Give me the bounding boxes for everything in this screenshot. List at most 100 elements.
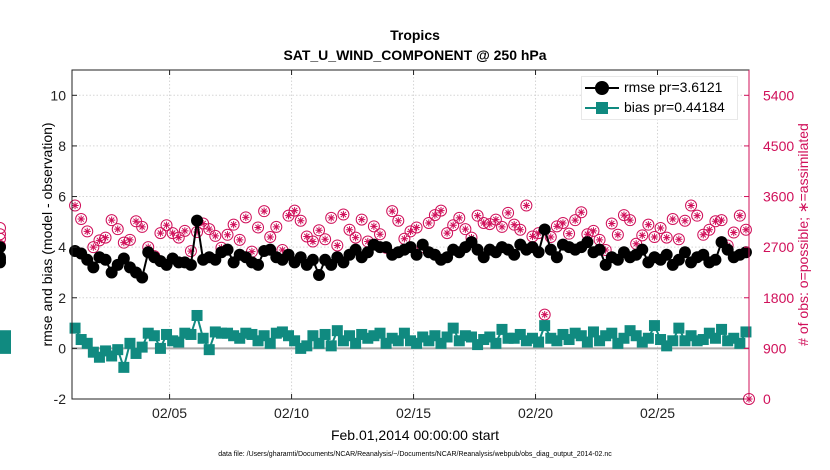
bias-point-16 (167, 335, 179, 347)
obs-possible-circle-7 (111, 223, 124, 236)
obs-assimilated-star-83 (577, 208, 585, 216)
bias-point-47 (356, 328, 368, 340)
obs-marker-53 (392, 214, 405, 227)
bias-point-83 (575, 330, 587, 342)
obs-assimilated-star-54 (400, 235, 409, 243)
y-left-tick-label-3: 4 (58, 239, 66, 255)
bias-point-84 (581, 336, 593, 348)
obs-marker-73 (514, 223, 527, 236)
obs-possible-circle-93 (636, 229, 649, 242)
obs-marker-59 (428, 209, 441, 222)
obs-assimilated-star-95 (650, 233, 659, 241)
obs-assimilated-star-9 (126, 236, 134, 244)
obs-assimilated-star-71 (504, 209, 512, 217)
obs-marker-109 (733, 209, 746, 222)
obs-possible-circle-36 (288, 204, 301, 217)
obs-marker-94 (642, 218, 655, 231)
obs-marker-104 (703, 223, 716, 236)
bias-point-0 (69, 322, 81, 334)
obs-possible-circle-70 (495, 220, 508, 233)
obs-assimilated-star-106 (717, 216, 726, 224)
rmse-point-77 (538, 223, 551, 236)
bias-point-68 (484, 331, 496, 343)
obs-possible-circle-23 (209, 229, 222, 242)
obs-assimilated-star-7 (114, 225, 122, 233)
rmse-point-76 (532, 246, 545, 259)
obs-possible-circle-50 (374, 228, 387, 241)
obs-assimilated-star-100 (681, 217, 689, 225)
bias-point-1 (75, 334, 87, 346)
obs-marker-46 (349, 231, 362, 244)
bias-point-101 (685, 330, 697, 342)
bias-point-98 (667, 335, 679, 347)
obs-assimilated-star-108 (730, 228, 738, 237)
bias-point-66 (472, 339, 484, 351)
obs-possible-circle-2 (81, 225, 94, 238)
obs-possible-circle-114 (0, 222, 6, 235)
obs-possible-circle-19 (184, 245, 197, 258)
bias-point-71 (502, 332, 514, 344)
obs-assimilated-star-90 (620, 211, 628, 219)
obs-possible-circle-47 (355, 213, 368, 226)
obs-assimilated-star-2 (83, 227, 91, 236)
bias-point-33 (270, 327, 282, 339)
bias-point-57 (417, 331, 429, 343)
y-right-tick-label-2: 1800 (763, 290, 794, 306)
bias-point-59 (429, 330, 441, 342)
obs-possible-circle-100 (678, 214, 691, 227)
obs-possible-circle-53 (392, 214, 405, 227)
obs-assimilated-star-80 (559, 219, 567, 227)
obs-possible-circle-44 (337, 208, 350, 221)
obs-possible-circle-5 (99, 231, 112, 244)
obs-possible-circle-41 (319, 233, 332, 246)
obs-assimilated-star-19 (187, 247, 195, 255)
obs-assimilated-star-26 (230, 221, 238, 229)
obs-assimilated-star-73 (516, 226, 524, 234)
bias-point-106 (716, 323, 728, 335)
legend-label-rmse: rmse pr=3.6121 (624, 79, 723, 95)
obs-assimilated-star-8 (120, 239, 128, 247)
bias-point-26 (228, 330, 240, 342)
bias-point-82 (569, 327, 581, 339)
obs-assimilated-star-31 (260, 207, 268, 215)
rmse-point-25 (221, 243, 234, 256)
bias-point-109 (734, 337, 746, 349)
obs-assimilated-star-93 (638, 231, 646, 239)
bias-point-52 (386, 332, 398, 344)
obs-marker-111 (0, 229, 6, 241)
obs-marker-16 (166, 227, 179, 240)
bias-point-63 (453, 335, 465, 347)
bias-point-6 (106, 350, 118, 362)
obs-possible-circle-104 (703, 223, 716, 236)
obs-possible-circle-31 (258, 205, 271, 218)
obs-marker-70 (495, 220, 508, 233)
y-left-tick-label-4: 6 (58, 189, 66, 205)
obs-possible-circle-83 (575, 206, 588, 219)
bias-point-108 (728, 332, 740, 344)
obs-marker-78 (544, 231, 557, 244)
rmse-point-5 (99, 253, 112, 266)
obs-assimilated-star-42 (327, 214, 335, 222)
obs-possible-circle-71 (502, 206, 515, 219)
obs-assimilated-star-88 (608, 219, 616, 228)
obs-marker-40 (313, 224, 326, 237)
labels-layer: 02/05 02/10 02/15 02/20 02/25 -2 0 2 4 6 8 10 0 900 18… (39, 87, 811, 421)
obs-possible-circle-52 (386, 205, 399, 218)
obs-assimilated-star-14 (156, 229, 165, 237)
obs-assimilated-star-17 (175, 233, 183, 242)
obs-assimilated-star-81 (565, 230, 573, 238)
obs-possible-circle-26 (227, 218, 240, 231)
obs-assimilated-star-78 (547, 233, 555, 241)
obs-possible-circle-14 (154, 227, 167, 240)
obs-possible-circle-39 (306, 235, 319, 248)
rmse-point-40 (313, 268, 326, 281)
obs-assimilated-star-84 (583, 230, 591, 238)
obs-possible-circle-45 (343, 223, 356, 236)
bias-point-12 (142, 327, 154, 339)
bias-point-21 (197, 332, 209, 344)
series-layer (0, 214, 752, 373)
bias-point-97 (661, 340, 673, 352)
obs-possible-circle-16 (166, 227, 179, 240)
bias-point-89 (612, 337, 624, 349)
